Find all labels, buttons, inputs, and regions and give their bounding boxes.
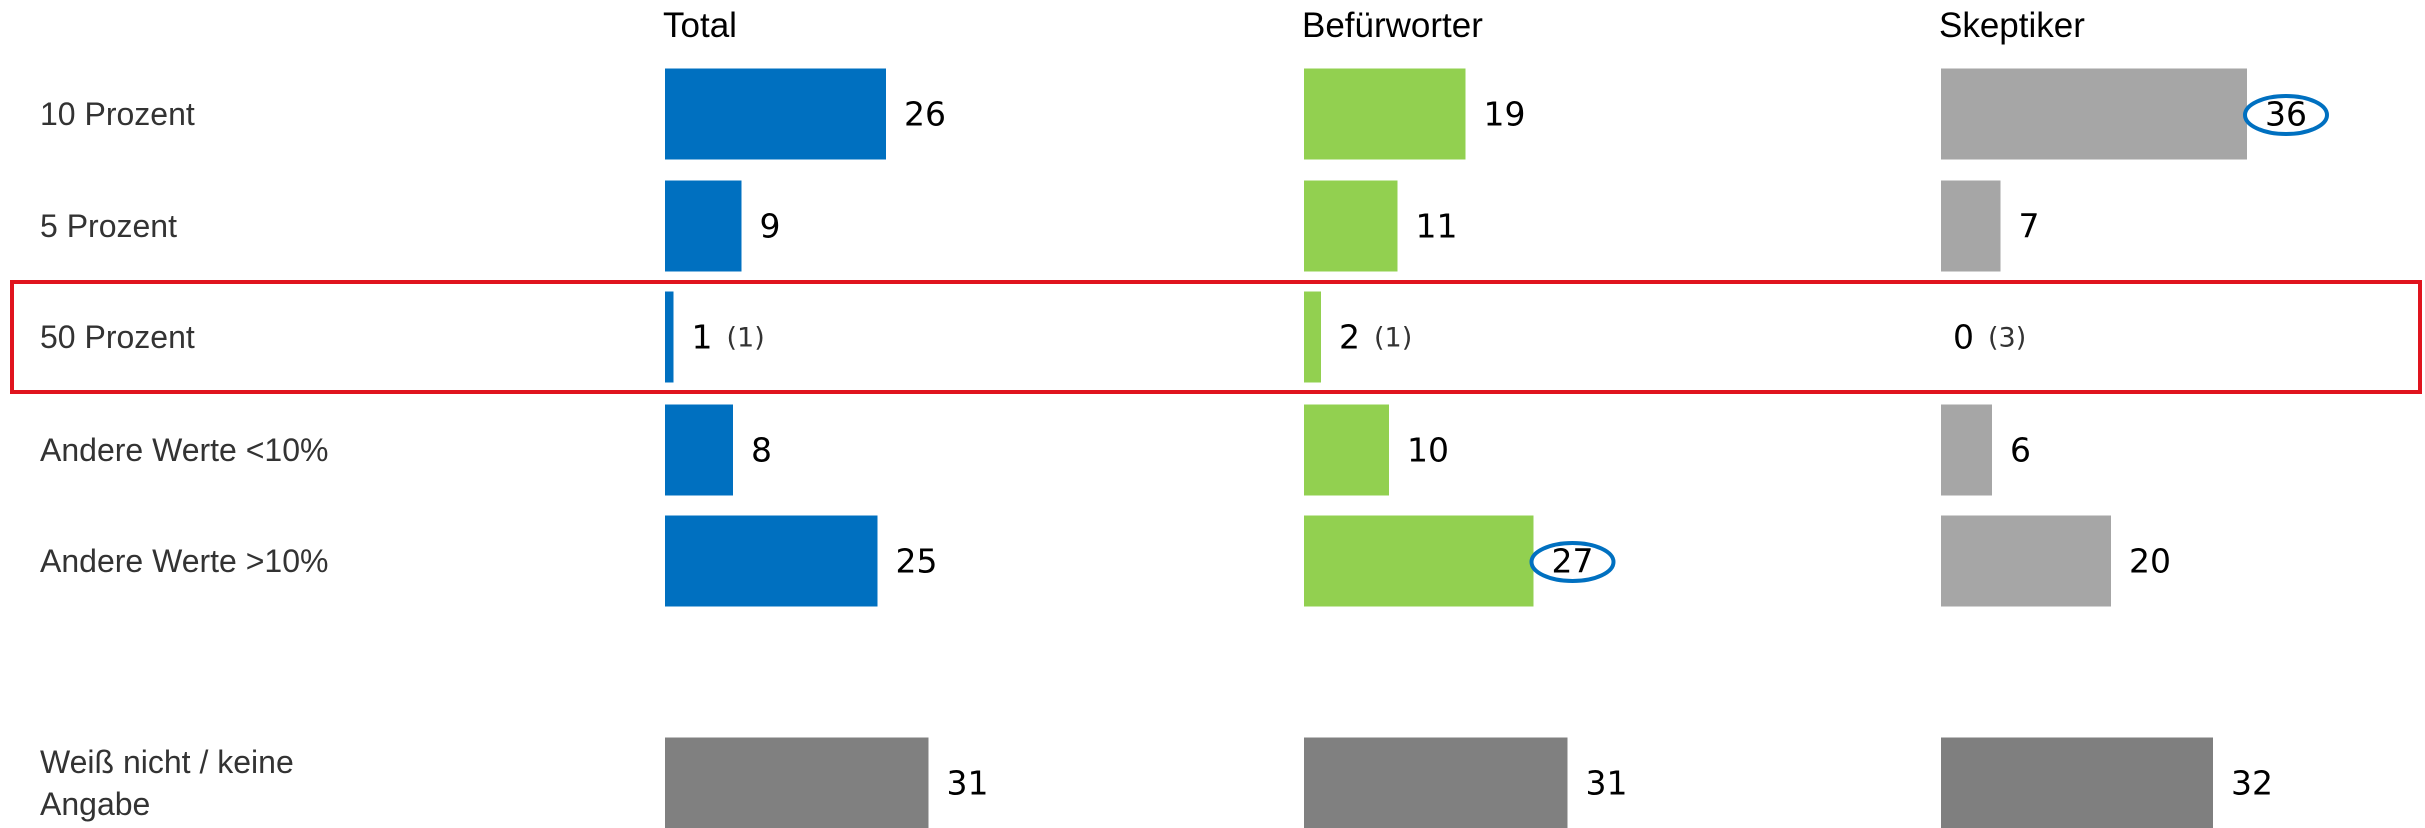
value-label: 1 (692, 318, 713, 357)
bar (665, 180, 742, 272)
value-label: 6 (2010, 431, 2031, 470)
value-label: 32 (2231, 764, 2273, 803)
category-label: 50 Prozent (40, 319, 195, 355)
value-circle (1529, 541, 1616, 583)
value-label: 25 (896, 542, 938, 581)
bar (1941, 180, 2001, 272)
bar (1941, 404, 1992, 496)
value-label: 31 (947, 764, 989, 803)
value-label: 9 (760, 207, 781, 246)
bar (665, 291, 674, 383)
value-label: 2 (1339, 318, 1360, 357)
bar (1304, 737, 1568, 828)
value-label: 26 (904, 95, 946, 134)
annotation: (3) (1988, 323, 2026, 354)
panel-header: Befürworter (1302, 6, 1483, 45)
category-label: 5 Prozent (40, 208, 177, 244)
value-label: 7 (2019, 207, 2040, 246)
annotation: (1) (727, 323, 765, 354)
value-label: 27 (1552, 542, 1594, 581)
row-highlight (10, 280, 2422, 394)
bar (1941, 737, 2213, 828)
annotation: (1) (1374, 323, 1412, 354)
panel-header: Total (663, 6, 737, 45)
bar (1304, 68, 1466, 160)
category-label: Weiß nicht / keine Angabe (40, 744, 294, 822)
bar (665, 404, 733, 496)
value-label: 19 (1484, 95, 1526, 134)
bar (1304, 515, 1534, 607)
bar (665, 737, 929, 828)
bar (665, 515, 878, 607)
bar (1941, 68, 2247, 160)
value-label: 20 (2129, 542, 2171, 581)
value-label: 8 (751, 431, 772, 470)
value-label: 0 (1953, 318, 1974, 357)
bar (665, 68, 886, 160)
value-label: 31 (1586, 764, 1628, 803)
value-label: 36 (2265, 95, 2307, 134)
bar (1304, 291, 1321, 383)
value-label: 10 (1407, 431, 1449, 470)
bar (1304, 404, 1389, 496)
bar (1304, 180, 1398, 272)
bar (1941, 515, 2111, 607)
value-circle (2243, 94, 2329, 136)
category-label: Andere Werte >10% (40, 543, 329, 579)
category-label: Andere Werte <10% (40, 432, 329, 468)
value-label: 11 (1416, 207, 1458, 246)
panel-header: Skeptiker (1939, 6, 2085, 45)
category-label: 10 Prozent (40, 96, 195, 132)
